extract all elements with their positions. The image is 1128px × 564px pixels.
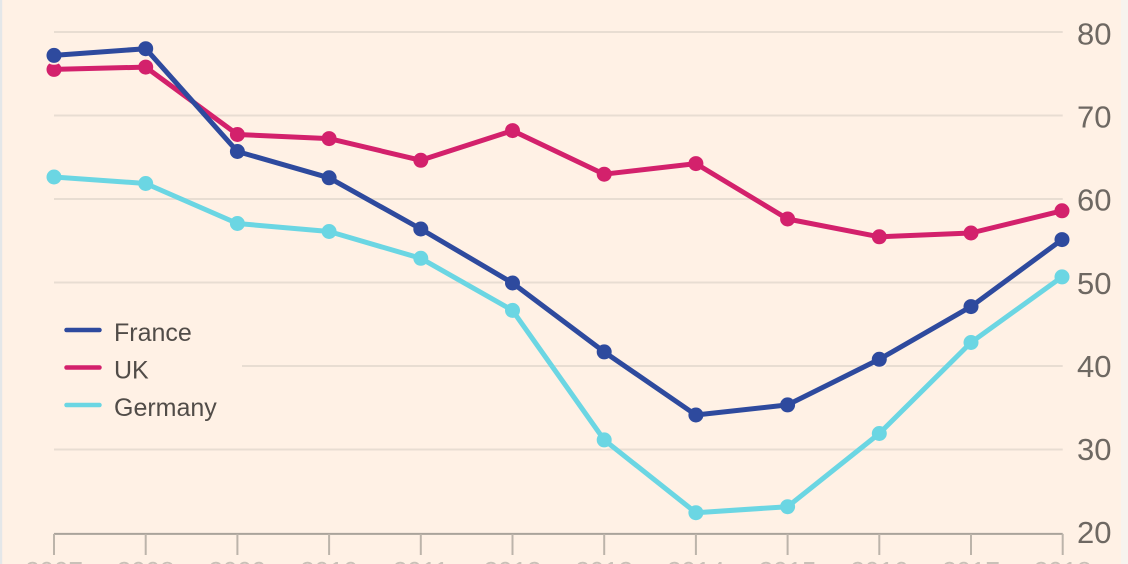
svg-text:Germany: Germany: [114, 394, 217, 422]
svg-text:2012: 2012: [484, 556, 542, 564]
svg-text:2018: 2018: [1034, 556, 1092, 564]
svg-text:France: France: [114, 319, 192, 347]
svg-text:UK: UK: [114, 357, 149, 385]
svg-text:2011: 2011: [393, 556, 449, 564]
svg-text:60: 60: [1077, 183, 1111, 218]
svg-text:30: 30: [1077, 432, 1111, 467]
svg-text:50: 50: [1077, 266, 1111, 301]
svg-text:2014: 2014: [667, 556, 725, 564]
svg-text:70: 70: [1077, 100, 1111, 135]
svg-text:2016: 2016: [850, 556, 908, 564]
svg-text:2010: 2010: [300, 556, 358, 564]
svg-text:20: 20: [1077, 515, 1111, 550]
svg-text:40: 40: [1077, 349, 1111, 384]
svg-text:2015: 2015: [759, 556, 817, 564]
svg-text:80: 80: [1077, 17, 1111, 52]
svg-text:2013: 2013: [575, 556, 633, 564]
svg-text:2017: 2017: [942, 556, 1000, 564]
svg-text:2008: 2008: [117, 556, 175, 564]
svg-text:2007: 2007: [25, 556, 83, 564]
svg-text:2009: 2009: [208, 556, 266, 564]
